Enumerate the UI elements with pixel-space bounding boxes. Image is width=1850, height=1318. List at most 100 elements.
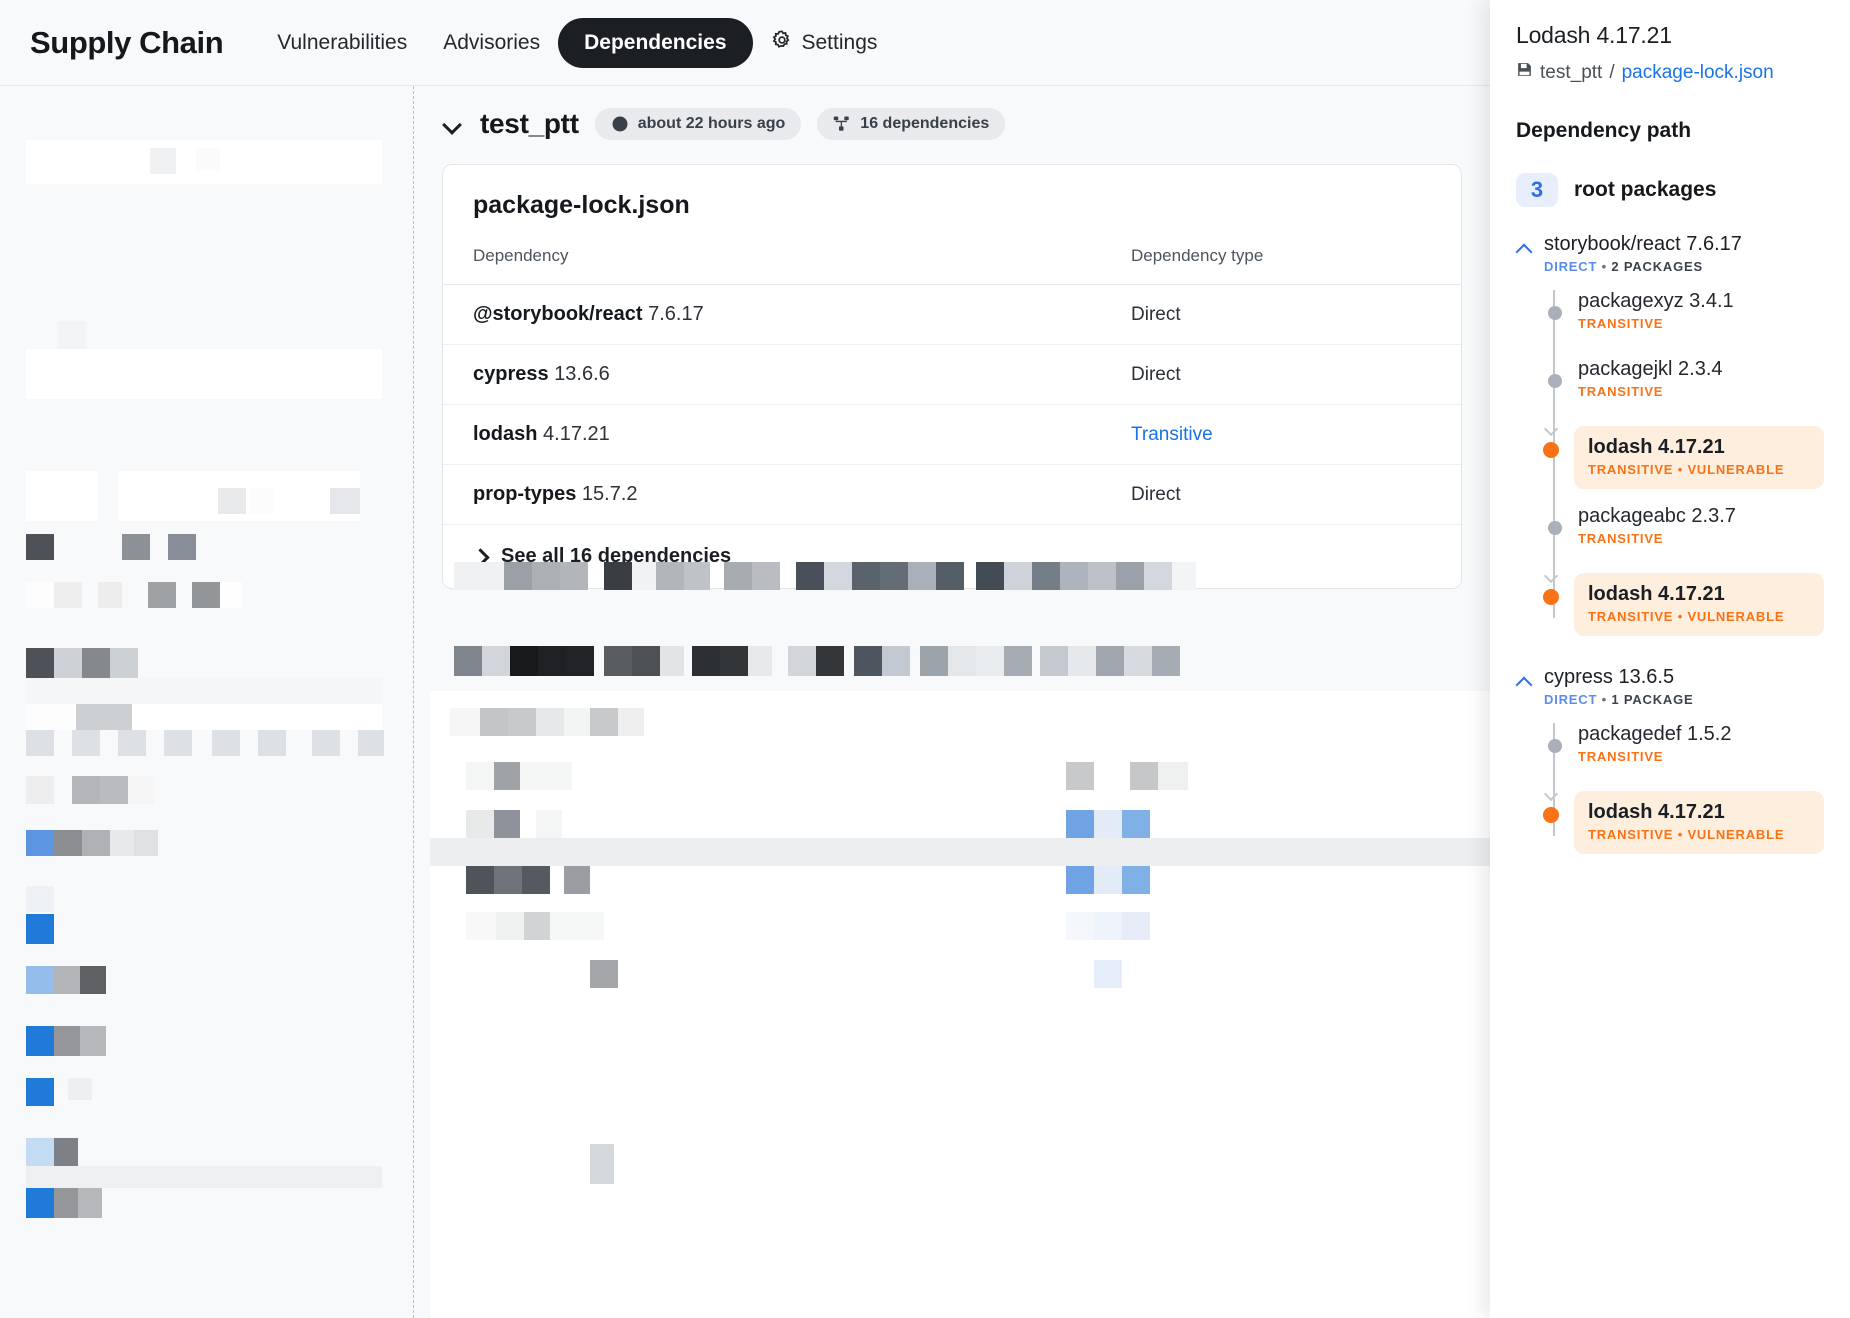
caret-up-icon[interactable] [1516,674,1534,692]
nav-item-vulnerabilities[interactable]: Vulnerabilities [277,30,408,54]
redacted-block [26,1138,54,1166]
redacted-block [196,148,220,170]
breadcrumb-repo[interactable]: test_ptt [1540,61,1603,83]
detail-panel-title: Lodash 4.17.21 [1516,22,1672,48]
redacted-block [590,1144,614,1184]
redacted-block [692,646,720,676]
redacted-block [110,648,138,678]
redacted-block [164,730,192,756]
redacted-block [212,730,240,756]
redacted-block [538,646,566,676]
redacted-block [948,646,976,676]
redacted-block [604,646,632,676]
redacted-block [68,1078,92,1100]
dependency-group-header[interactable]: storybook/react 7.6.17 DIRECT • 2 PACKAG… [1516,233,1824,274]
dependency-group-separator: • [1601,259,1607,274]
redacted-block [72,730,100,756]
redacted-block [1144,562,1172,590]
redacted-block [100,776,128,804]
tree-node[interactable]: packagexyz 3.4.1 TRANSITIVE [1548,290,1824,342]
redacted-block [1094,960,1122,988]
dependency-group-storybook-react: storybook/react 7.6.17 DIRECT • 2 PACKAG… [1516,233,1824,636]
redacted-block [98,582,122,608]
redacted-block [122,534,150,560]
redacted-block [54,582,82,608]
tree-node-meta: TRANSITIVE [1578,749,1664,764]
manifest-card: package-lock.json Dependency Dependency … [442,164,1462,589]
redacted-block [54,830,82,856]
redacted-block [1040,646,1068,676]
nav-item-advisories[interactable]: Advisories [443,30,541,54]
redacted-block [26,1166,382,1188]
redacted-block [880,562,908,590]
see-all-dependencies-button[interactable]: See all 16 dependencies [443,525,1461,588]
dependency-cell: lodash 4.17.21 [443,404,1101,465]
redacted-block [494,762,520,790]
dependency-package-name: lodash [473,423,538,445]
tree-node[interactable]: packagedef 1.5.2 TRANSITIVE [1548,723,1824,775]
table-row[interactable]: cypress 13.6.6 Direct [443,344,1461,405]
redacted-block [1094,866,1122,894]
dependency-group-scope: DIRECT [1544,259,1598,274]
redacted-block [430,838,1490,866]
chevron-down-icon[interactable] [442,113,464,135]
caret-up-icon[interactable] [1516,241,1534,259]
redacted-block [566,646,594,676]
redacted-block [788,646,816,676]
dependency-version: 7.6.17 [648,303,704,325]
redacted-block [26,830,54,856]
redacted-block [58,321,86,349]
redacted-block [54,1138,78,1166]
tree-node[interactable]: packageabc 2.3.7 TRANSITIVE [1548,505,1824,557]
last-updated-badge: about 22 hours ago [594,108,802,140]
table-row[interactable]: prop-types 15.7.2 Direct [443,464,1461,525]
dependency-group-name: cypress 13.6.5 [1544,666,1675,688]
redacted-block [76,704,132,730]
root-count-badge: 3 [1516,173,1558,207]
redacted-block [466,810,494,840]
redacted-block [54,1188,78,1218]
dependency-version: 13.6.6 [554,363,610,385]
tree-node-vulnerable[interactable]: lodash 4.17.21 TRANSITIVE • VULNERABLE [1543,568,1824,636]
dependency-detail-panel: Lodash 4.17.21 test_ptt / package-lock.j… [1490,0,1850,1318]
redacted-block [330,488,360,514]
table-row[interactable]: @storybook/react 7.6.17 Direct [443,284,1461,345]
tree-node-dot-icon [1548,306,1562,320]
redacted-block [720,646,748,676]
column-header-dependency: Dependency [443,242,1101,285]
clock-icon [611,115,629,133]
redacted-block [1094,912,1122,940]
redacted-block [26,471,98,521]
redacted-block [168,534,196,560]
redacted-block [250,488,274,514]
redacted-block [132,704,382,730]
tree-node-name: packagexyz 3.4.1 [1578,290,1734,312]
dependency-path-heading: Dependency path [1516,119,1692,142]
app-brand: Supply Chain [30,24,224,60]
dependency-group-header[interactable]: cypress 13.6.5 DIRECT • 1 PACKAGE [1516,666,1824,707]
breadcrumb-file-link[interactable]: package-lock.json [1621,61,1774,83]
redacted-block [148,582,176,608]
redacted-block [976,562,1004,590]
redacted-block [82,648,110,678]
table-row[interactable]: lodash 4.17.21 Transitive [443,404,1461,465]
tree-node-vulnerable[interactable]: lodash 4.17.21 TRANSITIVE • VULNERABLE [1543,421,1824,489]
redacted-block [590,708,618,736]
tree-node-name: packagejkl 2.3.4 [1578,358,1723,380]
redacted-block [450,708,480,736]
nav-item-settings[interactable]: Settings [753,18,896,68]
tree-node-vulnerable[interactable]: lodash 4.17.21 TRANSITIVE • VULNERABLE [1543,786,1824,854]
nav-item-dependencies[interactable]: Dependencies [558,17,753,68]
dependency-group-separator: • [1601,692,1607,707]
redacted-block [920,646,948,676]
redacted-block [752,562,780,590]
tree-node[interactable]: packagejkl 2.3.4 TRANSITIVE [1548,358,1824,410]
redacted-block [466,912,496,940]
redacted-block [82,830,110,856]
redacted-block [1122,866,1150,894]
dependency-group-meta: DIRECT • 2 PACKAGES [1544,259,1742,274]
dependency-type-link[interactable]: Transitive [1131,424,1213,445]
dependency-count-label: 16 dependencies [860,115,990,132]
gear-icon [771,29,793,57]
dependency-group-meta: DIRECT • 1 PACKAGE [1544,692,1694,707]
